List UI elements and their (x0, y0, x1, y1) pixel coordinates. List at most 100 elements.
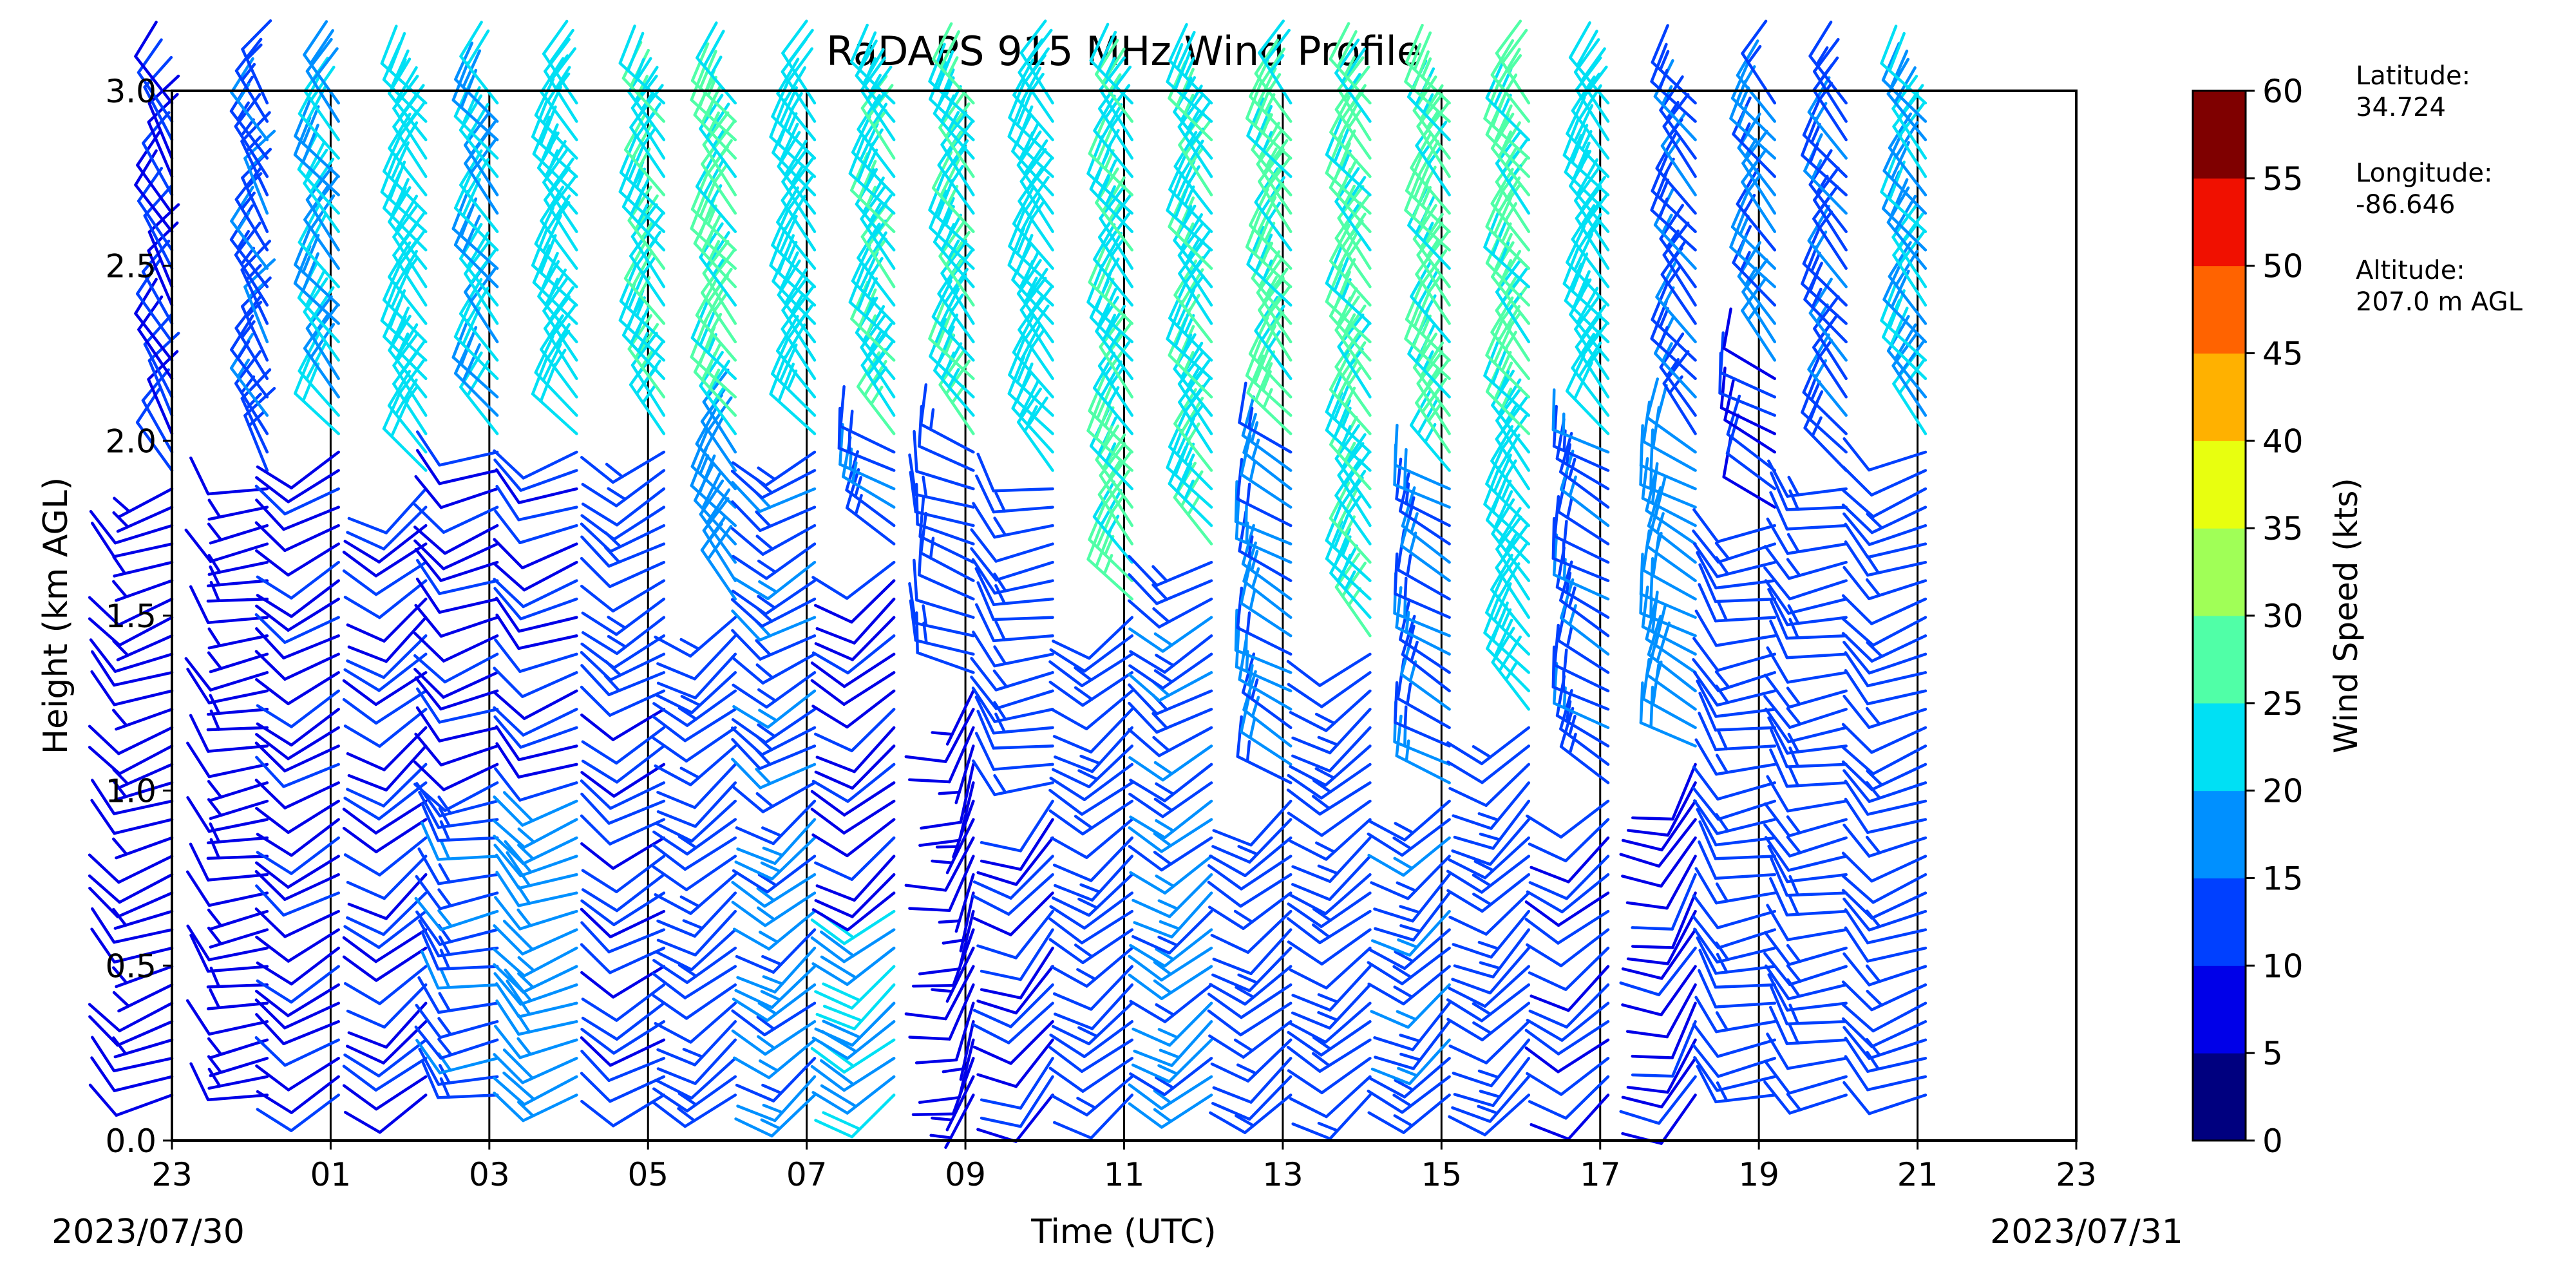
barb-feather (493, 819, 526, 849)
barb-staff (615, 855, 666, 893)
wind-barb (1770, 857, 1848, 897)
barb-feather (414, 732, 443, 767)
barb-feather (909, 599, 918, 642)
barb-staff (845, 488, 896, 527)
barb-feather (495, 596, 521, 633)
wind-barb (1490, 553, 1531, 638)
wind-barb (1769, 620, 1848, 659)
barb-half-feather (1658, 50, 1670, 71)
wind-barb (1019, 19, 1054, 105)
barb-feather (1417, 140, 1440, 178)
barb-staff (1559, 1057, 1610, 1096)
barb-staff (1405, 189, 1451, 233)
barb-feather (1289, 710, 1328, 732)
barb-feather (1631, 926, 1674, 931)
barb-half-feather (758, 1059, 779, 1072)
wind-barb (1128, 965, 1213, 1000)
barb-feather (810, 679, 846, 706)
wind-barb (580, 535, 666, 568)
colorbar-tick-label: 50 (2262, 248, 2304, 285)
barb-feather (380, 153, 398, 194)
wind-barb (931, 689, 975, 746)
wind-barb (254, 1036, 340, 1067)
wind-barb (904, 708, 975, 763)
wind-barb (814, 873, 896, 918)
barb-staff (612, 1094, 666, 1128)
barb-staff (615, 983, 666, 1022)
barb-staff (1007, 873, 1054, 916)
wind-barb (1395, 714, 1451, 784)
barb-feather (919, 383, 928, 426)
barb-feather (1889, 307, 1909, 346)
barb-staff (1239, 873, 1293, 908)
barb-feather (918, 495, 925, 538)
barb-half-feather (755, 510, 772, 528)
wind-barb (91, 779, 174, 815)
wind-barb (1446, 1001, 1531, 1041)
barb-staff (1639, 592, 1697, 619)
wind-barb (256, 818, 340, 857)
barb-staff (1083, 891, 1134, 930)
wind-barb (1048, 928, 1134, 965)
barb-half-feather (1815, 175, 1829, 195)
barb-staff (378, 1094, 428, 1134)
barb-feather (1528, 881, 1568, 900)
wind-barb (1698, 840, 1777, 880)
wind-barb (254, 741, 340, 773)
wind-barb (1211, 818, 1293, 864)
barb-feather (1343, 323, 1370, 358)
wind-barb (1129, 1057, 1213, 1096)
wind-barb (1289, 689, 1372, 732)
barb-feather (1168, 23, 1188, 62)
barb-feather (654, 1078, 693, 1100)
barb-feather (1446, 741, 1484, 766)
wind-barb (909, 471, 975, 527)
barb-feather (730, 726, 764, 757)
barb-feather (1398, 470, 1411, 513)
barb-feather (1048, 660, 1084, 688)
barb-feather (1128, 973, 1164, 1000)
barb-feather (1127, 728, 1161, 757)
barb-feather (413, 667, 445, 699)
wind-barb (1621, 1057, 1697, 1109)
barb-feather (1694, 867, 1718, 905)
wind-barb (1564, 262, 1610, 344)
barb-staff (954, 1001, 975, 1062)
wind-barb (839, 385, 896, 454)
barb-feather (256, 465, 293, 489)
barb-feather (1129, 815, 1166, 839)
wind-barb (459, 149, 499, 233)
barb-feather (946, 249, 974, 285)
wind-barb (1048, 671, 1134, 707)
barb-staff (521, 928, 578, 956)
barb-feather (1842, 640, 1871, 675)
barb-staff (1328, 855, 1372, 902)
wind-barb (495, 742, 578, 779)
barb-staff (842, 671, 896, 706)
wind-barb (1050, 818, 1134, 859)
barb-half-feather (207, 1067, 222, 1088)
barb-feather (1524, 1046, 1560, 1074)
wind-barb (342, 818, 428, 853)
barb-staff (522, 689, 578, 721)
barb-feather (1174, 50, 1192, 91)
barb-feather (1698, 969, 1718, 1009)
barb-staff (1671, 891, 1697, 949)
barb-feather (495, 484, 520, 522)
barb-feather (134, 278, 158, 316)
barb-feather (1497, 562, 1520, 600)
wind-barb (1128, 744, 1213, 782)
barb-feather (914, 1058, 958, 1065)
barb-feather (580, 771, 616, 798)
wind-barb (1763, 931, 1848, 966)
barb-feather (970, 676, 998, 710)
wind-barb (418, 1047, 499, 1086)
barb-half-feather (1347, 366, 1361, 386)
barb-feather (394, 121, 419, 158)
barb-feather (1483, 337, 1501, 377)
wind-barb (976, 1038, 1054, 1088)
colorbar-segment (2193, 1053, 2246, 1141)
barb-feather (254, 1036, 287, 1067)
barb-feather (914, 482, 919, 526)
barb-staff (209, 652, 269, 674)
